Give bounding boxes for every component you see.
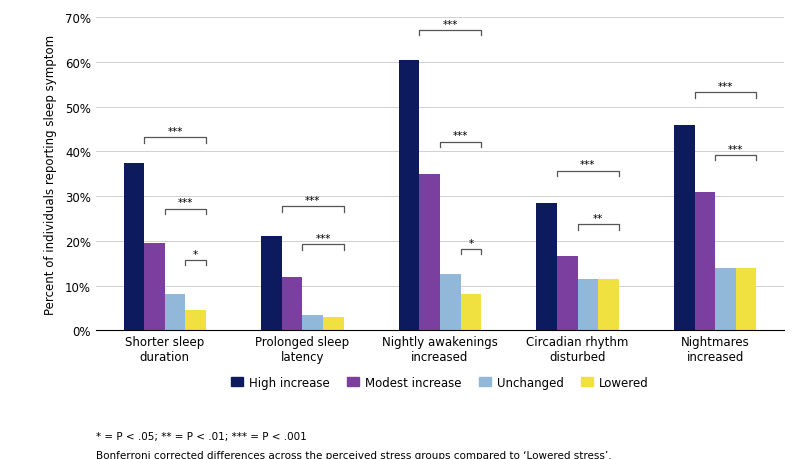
Bar bbox=[598, 279, 619, 330]
Bar bbox=[674, 125, 694, 330]
Bar bbox=[578, 279, 598, 330]
Text: ***: *** bbox=[315, 234, 330, 244]
Bar bbox=[282, 277, 302, 330]
Text: ***: *** bbox=[580, 160, 596, 170]
Bar bbox=[557, 257, 578, 330]
Bar bbox=[715, 268, 736, 330]
Bar bbox=[694, 192, 715, 330]
Y-axis label: Percent of individuals reporting sleep symptom: Percent of individuals reporting sleep s… bbox=[44, 35, 57, 314]
Text: ***: *** bbox=[442, 20, 458, 29]
Text: ***: *** bbox=[178, 198, 193, 208]
Bar bbox=[323, 317, 344, 330]
Legend: High increase, Modest increase, Unchanged, Lowered: High increase, Modest increase, Unchange… bbox=[226, 371, 654, 393]
Text: ***: *** bbox=[453, 131, 468, 141]
Bar bbox=[736, 268, 757, 330]
Text: **: ** bbox=[593, 213, 603, 224]
Bar bbox=[165, 295, 186, 330]
Bar bbox=[419, 174, 440, 330]
Text: Bonferroni corrected differences across the perceived stress groups compared to : Bonferroni corrected differences across … bbox=[96, 450, 612, 459]
Bar bbox=[186, 310, 206, 330]
Text: ***: *** bbox=[718, 82, 734, 92]
Bar bbox=[398, 61, 419, 330]
Text: ***: *** bbox=[305, 196, 321, 206]
Bar bbox=[261, 237, 282, 330]
Text: *: * bbox=[193, 249, 198, 259]
Bar bbox=[440, 275, 461, 330]
Bar bbox=[144, 244, 165, 330]
Text: ***: *** bbox=[167, 127, 183, 136]
Text: *: * bbox=[468, 238, 474, 248]
Bar bbox=[302, 315, 323, 330]
Bar bbox=[123, 163, 144, 330]
Text: * = P < .05; ** = P < .01; *** = P < .001: * = P < .05; ** = P < .01; *** = P < .00… bbox=[96, 431, 306, 442]
Bar bbox=[536, 203, 557, 330]
Text: ***: *** bbox=[728, 145, 743, 154]
Bar bbox=[461, 295, 482, 330]
